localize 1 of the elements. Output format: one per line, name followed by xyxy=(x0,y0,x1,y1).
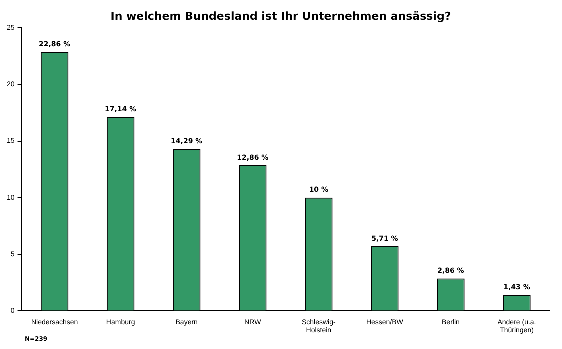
chart-title: In welchem Bundesland ist Ihr Unternehmen ansässig? xyxy=(110,10,452,23)
